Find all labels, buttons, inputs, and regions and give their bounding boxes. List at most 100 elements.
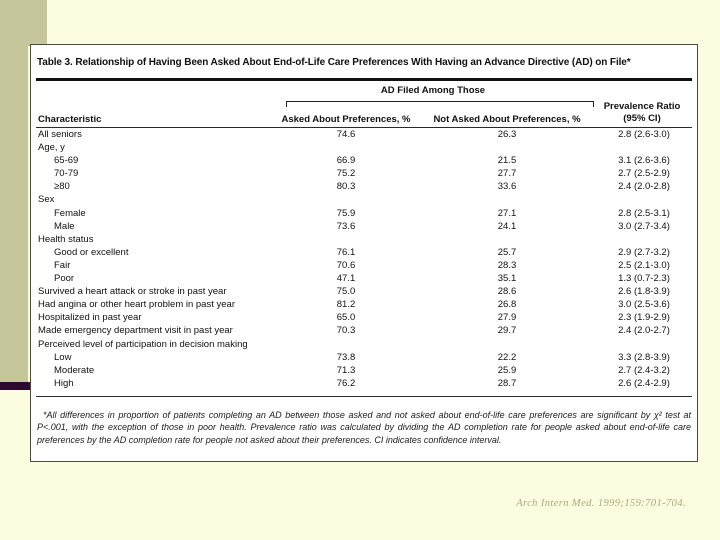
table-row: ≥80 80.3 33.6 2.4 (2.0-2.8): [36, 180, 692, 193]
col-header-asked: Asked About Preferences, %: [281, 114, 411, 125]
col-header-characteristic: Characteristic: [38, 114, 102, 125]
cell-not-asked-pct: 29.7: [497, 325, 517, 337]
cell-characteristic: 70-79: [54, 168, 79, 180]
cell-not-asked-pct: 35.1: [497, 273, 517, 285]
cell-characteristic: High: [54, 377, 74, 389]
footer-rule: [36, 395, 692, 397]
cell-prevalence-ratio: 2.6 (2.4-2.9): [618, 377, 670, 389]
table-row: Hospitalized in past year 65.0 27.9 2.3 (1.…: [36, 311, 692, 324]
cell-characteristic: Had angina or other heart problem in pas…: [38, 299, 235, 311]
cell-asked-pct: 80.3: [336, 181, 356, 193]
cell-characteristic: Low: [54, 351, 72, 363]
col-header-prevalence-line1: Prevalence Ratio: [603, 101, 681, 112]
cell-asked-pct: 70.6: [336, 259, 356, 271]
cell-prevalence-ratio: [596, 141, 692, 154]
cell-asked-pct: 76.1: [336, 246, 356, 258]
table-row: Fair 70.6 28.3 2.5 (2.1-3.0): [36, 259, 692, 272]
cell-prevalence-ratio: 3.3 (2.8-3.9): [618, 351, 670, 363]
table-row: Perceived level of participation in deci…: [36, 338, 692, 351]
table-row: Good or excellent 76.1 25.7 2.9 (2.7-3.2): [36, 246, 692, 259]
table-title: Table 3. Relationship of Having Been Ask…: [37, 57, 631, 68]
cell-characteristic: Male: [54, 220, 75, 232]
cell-asked-pct: 73.6: [336, 220, 356, 232]
cell-not-asked-pct: 21.5: [497, 155, 517, 167]
cell-characteristic: Moderate: [54, 364, 95, 376]
cell-asked-pct: 71.3: [336, 364, 356, 376]
cell-not-asked-pct: [418, 233, 596, 246]
cell-characteristic: Survived a heart attack or stroke in pas…: [38, 286, 227, 298]
cell-prevalence-ratio: 2.8 (2.5-3.1): [618, 207, 670, 219]
table-footnote: *All differences in proportion of patien…: [37, 409, 691, 445]
cell-characteristic: Good or excellent: [54, 246, 129, 258]
cell-asked-pct: 75.9: [336, 207, 356, 219]
table-header: AD Filed Among Those Characteristic Aske…: [36, 81, 692, 127]
cell-asked-pct: 76.2: [336, 377, 356, 389]
cell-asked-pct: 75.2: [336, 168, 356, 180]
cell-asked-pct: 75.0: [336, 286, 356, 298]
cell-characteristic: Hospitalized in past year: [38, 312, 142, 324]
cell-not-asked-pct: 26.3: [497, 129, 517, 140]
cell-not-asked-pct: 26.8: [497, 299, 517, 311]
table-card: Table 3. Relationship of Having Been Ask…: [30, 44, 698, 462]
cell-not-asked-pct: 25.9: [497, 364, 517, 376]
cell-prevalence-ratio: [596, 193, 692, 206]
table-row: Sex: [36, 193, 692, 206]
cell-not-asked-pct: [418, 141, 596, 154]
cell-not-asked-pct: 28.3: [497, 259, 517, 271]
table-row: Had angina or other heart problem in pas…: [36, 298, 692, 311]
table-row: Poor 47.1 35.1 1.3 (0.7-2.3): [36, 272, 692, 285]
cell-characteristic: Age, y: [38, 142, 65, 154]
cell-prevalence-ratio: [596, 233, 692, 246]
cell-prevalence-ratio: 3.0 (2.7-3.4): [618, 220, 670, 232]
cell-asked-pct: 70.3: [336, 325, 356, 337]
table-row: 65-69 66.9 21.5 3.1 (2.6-3.6): [36, 154, 692, 167]
table-row: 70-79 75.2 27.7 2.7 (2.5-2.9): [36, 167, 692, 180]
cell-not-asked-pct: 25.7: [497, 246, 517, 258]
cell-asked-pct: [274, 193, 418, 206]
table-row: Low 73.8 22.2 3.3 (2.8-3.9): [36, 351, 692, 364]
col-header-prevalence-line2: (95% CI): [623, 113, 661, 124]
left-accent-band: [0, 0, 28, 382]
cell-characteristic: All seniors: [38, 129, 82, 140]
cell-not-asked-pct: 27.7: [497, 168, 517, 180]
cell-not-asked-pct: 28.7: [497, 377, 517, 389]
cell-prevalence-ratio: 2.3 (1.9-2.9): [618, 312, 670, 324]
title-rule: [36, 78, 692, 81]
cell-asked-pct: [274, 338, 418, 351]
table-row: High 76.2 28.7 2.6 (2.4-2.9): [36, 377, 692, 390]
span-bracket: [286, 101, 594, 107]
cell-characteristic: 65-69: [54, 155, 79, 167]
cell-asked-pct: [274, 141, 418, 154]
cell-characteristic: Made emergency department visit in past …: [38, 325, 233, 337]
cell-asked-pct: 73.8: [336, 351, 356, 363]
cell-asked-pct: 81.2: [336, 299, 356, 311]
col-header-prevalence-ratio: Prevalence Ratio (95% CI): [592, 101, 692, 125]
cell-characteristic: ≥80: [54, 181, 70, 193]
cell-asked-pct: 47.1: [336, 273, 356, 285]
table-row: Male 73.6 24.1 3.0 (2.7-3.4): [36, 220, 692, 233]
cell-prevalence-ratio: 3.1 (2.6-3.6): [618, 155, 670, 167]
cell-characteristic: Female: [54, 207, 86, 219]
cell-asked-pct: 65.0: [336, 312, 356, 324]
cell-not-asked-pct: [418, 193, 596, 206]
table-row: Female 75.9 27.1 2.8 (2.5-3.1): [36, 207, 692, 220]
table-row: All seniors 74.6 26.3 2.8 (2.6-3.0): [36, 128, 692, 141]
cell-prevalence-ratio: 2.7 (2.5-2.9): [618, 168, 670, 180]
journal-citation: Arch Intern Med. 1999;159:701-704.: [516, 498, 686, 509]
cell-not-asked-pct: 28.6: [497, 286, 517, 298]
cell-not-asked-pct: 27.1: [497, 207, 517, 219]
cell-characteristic: Perceived level of participation in deci…: [38, 338, 248, 350]
cell-prevalence-ratio: 3.0 (2.5-3.6): [618, 299, 670, 311]
cell-prevalence-ratio: [596, 338, 692, 351]
table-row: Moderate 71.3 25.9 2.7 (2.4-3.2): [36, 364, 692, 377]
cell-not-asked-pct: 33.6: [497, 181, 517, 193]
cell-asked-pct: 66.9: [336, 155, 356, 167]
cell-asked-pct: 74.6: [336, 129, 356, 140]
cell-not-asked-pct: [418, 338, 596, 351]
header-rule: [36, 127, 692, 128]
cell-prevalence-ratio: 2.5 (2.1-3.0): [618, 259, 670, 271]
span-header-ad-filed: AD Filed Among Those: [380, 85, 486, 96]
table-row: Age, y: [36, 141, 692, 154]
cell-prevalence-ratio: 2.9 (2.7-3.2): [618, 246, 670, 258]
